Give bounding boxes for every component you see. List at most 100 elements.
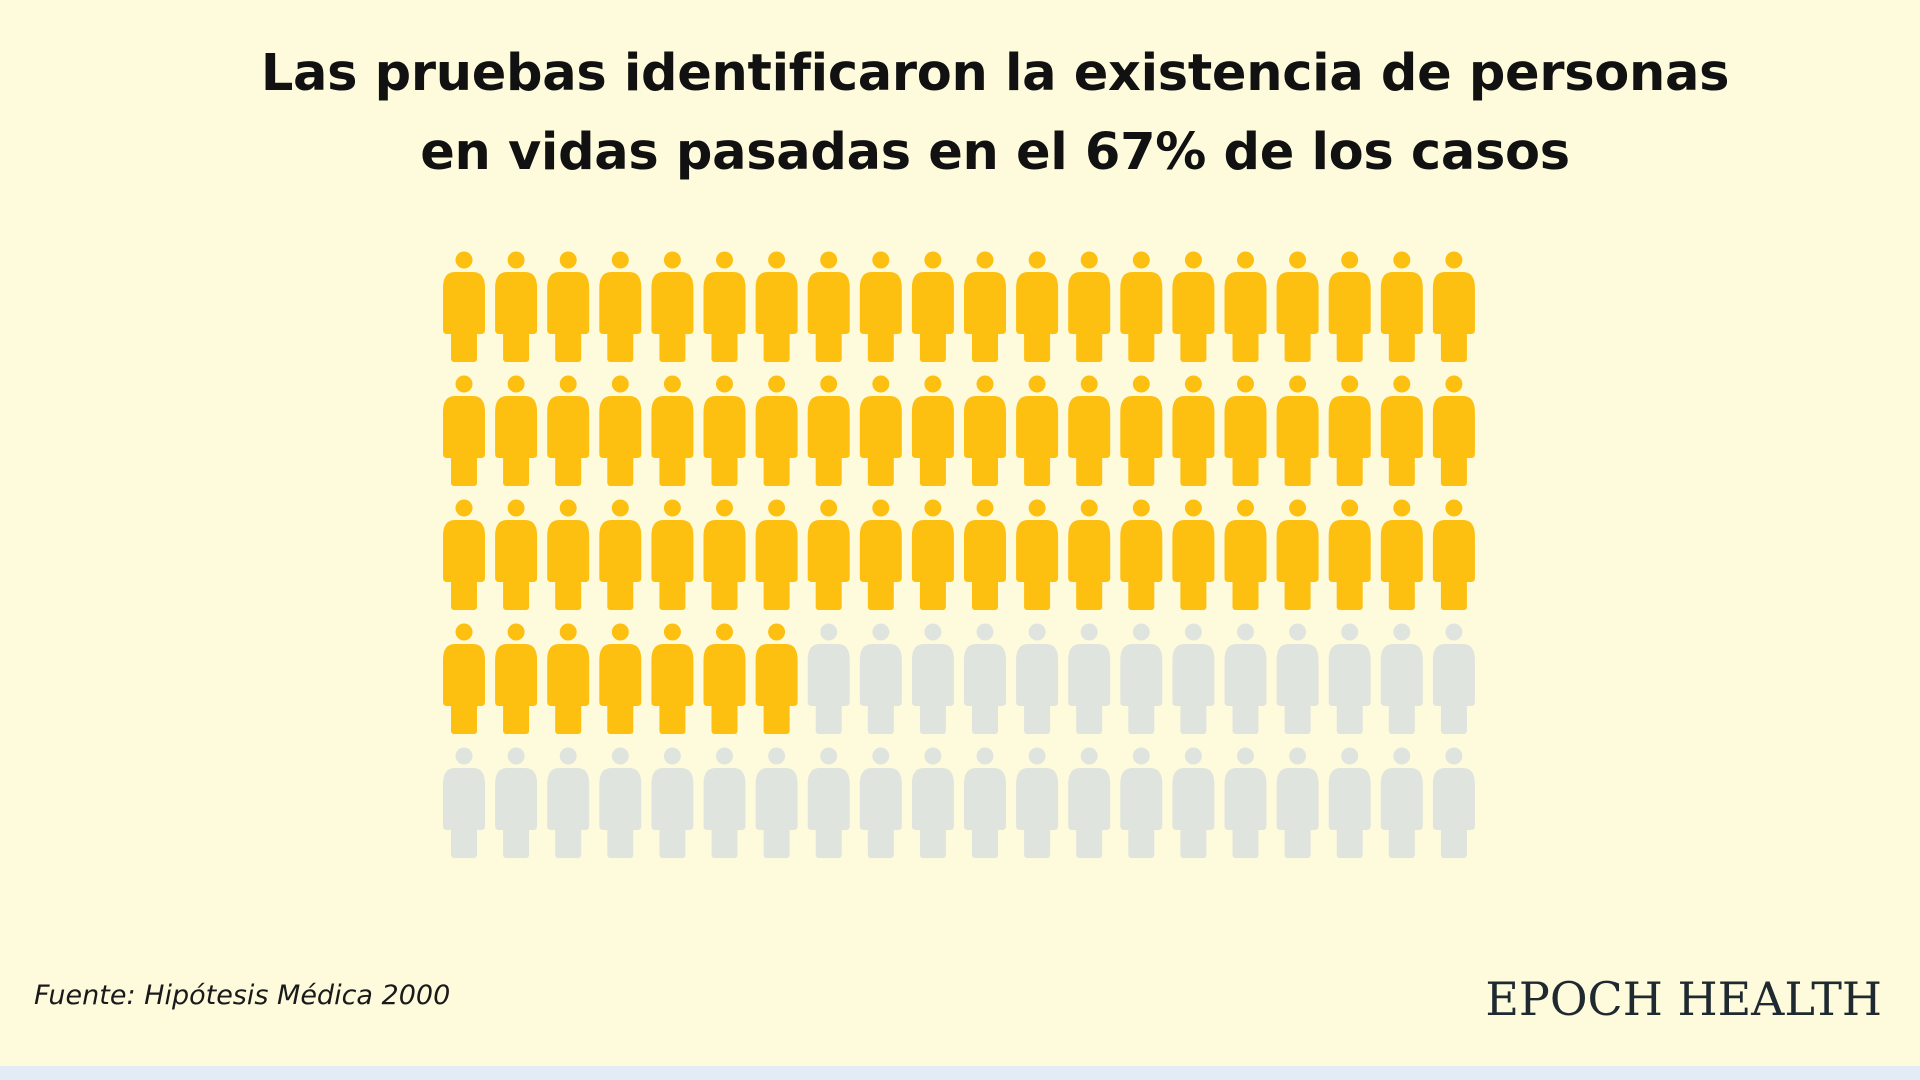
- person-icon-highlighted: [651, 375, 694, 486]
- person-icon-base: [1328, 623, 1371, 734]
- person-icon-base: [1276, 623, 1319, 734]
- person-icon-highlighted: [651, 623, 694, 734]
- person-icon-highlighted: [1172, 499, 1215, 610]
- person-icon-highlighted: [1068, 251, 1111, 362]
- person-icon-highlighted: [1380, 251, 1423, 362]
- person-icon-highlighted: [1328, 251, 1371, 362]
- person-icon-highlighted: [703, 623, 746, 734]
- person-icon-base: [1224, 747, 1267, 858]
- person-icon-highlighted: [599, 499, 642, 610]
- person-icon-highlighted: [651, 499, 694, 610]
- brand-logo: EPOCH HEALTH: [1485, 972, 1882, 1026]
- person-icon-highlighted: [495, 623, 538, 734]
- person-icon-base: [1380, 623, 1423, 734]
- person-icon-highlighted: [495, 499, 538, 610]
- person-icon-highlighted: [807, 375, 850, 486]
- person-icon-base: [859, 747, 902, 858]
- person-icon-highlighted: [964, 251, 1006, 362]
- person-icon-highlighted: [1016, 499, 1059, 610]
- person-icon-highlighted: [1380, 375, 1423, 486]
- person-icon-base: [547, 747, 590, 858]
- source-note: Fuente: Hipótesis Médica 2000: [34, 980, 451, 1011]
- person-icon-highlighted: [911, 499, 954, 610]
- person-icon-base: [1432, 623, 1475, 734]
- person-icon-highlighted: [755, 499, 798, 610]
- person-icon-base: [1068, 623, 1111, 734]
- person-icon-highlighted: [1068, 375, 1111, 486]
- person-icon-highlighted: [547, 499, 590, 610]
- person-icon-highlighted: [807, 251, 850, 362]
- person-icon-highlighted: [1380, 499, 1423, 610]
- person-icon-highlighted: [1016, 251, 1059, 362]
- person-icon-highlighted: [1276, 499, 1319, 610]
- person-icon-highlighted: [1432, 251, 1475, 362]
- person-icon-base: [1172, 623, 1215, 734]
- person-icon-base: [859, 623, 902, 734]
- person-icon-base: [964, 623, 1006, 734]
- bottom-strip: [0, 1066, 1920, 1080]
- person-icon-highlighted: [1120, 375, 1163, 486]
- person-icon-highlighted: [703, 251, 746, 362]
- person-icon-highlighted: [703, 375, 746, 486]
- person-icon-highlighted: [1172, 375, 1215, 486]
- person-icon-base: [807, 623, 850, 734]
- person-icon-highlighted: [755, 623, 798, 734]
- person-icon-base: [443, 747, 485, 858]
- person-icon-base: [1276, 747, 1319, 858]
- person-icon-highlighted: [1068, 499, 1111, 610]
- person-icon-highlighted: [911, 251, 954, 362]
- person-icon-highlighted: [1172, 251, 1215, 362]
- person-icon-highlighted: [495, 251, 538, 362]
- person-icon-highlighted: [1224, 375, 1267, 486]
- person-icon-highlighted: [1328, 375, 1371, 486]
- person-icon-base: [964, 747, 1006, 858]
- person-icon-highlighted: [703, 499, 746, 610]
- person-icon-highlighted: [1432, 499, 1475, 610]
- person-icon-highlighted: [443, 623, 485, 734]
- person-icon-highlighted: [443, 251, 485, 362]
- person-icon-base: [1328, 747, 1371, 858]
- person-icon-highlighted: [1276, 251, 1319, 362]
- person-icon-highlighted: [911, 375, 954, 486]
- person-icon-highlighted: [1328, 499, 1371, 610]
- chart-title-line-1: Las pruebas identificaron la existencia …: [260, 44, 1730, 103]
- person-icon-base: [599, 747, 642, 858]
- person-icon-highlighted: [547, 375, 590, 486]
- person-icon-highlighted: [443, 499, 485, 610]
- person-icon-highlighted: [859, 375, 902, 486]
- person-icon-highlighted: [859, 499, 902, 610]
- person-icon-highlighted: [964, 375, 1006, 486]
- person-icon-highlighted: [755, 251, 798, 362]
- person-icon-highlighted: [1016, 375, 1059, 486]
- person-icon-base: [1016, 623, 1059, 734]
- person-icon-highlighted: [547, 251, 590, 362]
- person-icon-base: [911, 623, 954, 734]
- person-icon-base: [651, 747, 694, 858]
- person-icon-base: [1120, 747, 1163, 858]
- person-icon-highlighted: [755, 375, 798, 486]
- person-icon-base: [807, 747, 850, 858]
- person-icon-highlighted: [1120, 251, 1163, 362]
- person-icon-base: [755, 747, 798, 858]
- person-icon-highlighted: [495, 375, 538, 486]
- person-icon-highlighted: [443, 375, 485, 486]
- person-icon-base: [703, 747, 746, 858]
- person-icon-base: [1016, 747, 1059, 858]
- chart-title: Las pruebas identificaron la existencia …: [0, 34, 1920, 192]
- person-icon-base: [1380, 747, 1423, 858]
- person-icon-highlighted: [599, 251, 642, 362]
- person-icon-highlighted: [964, 499, 1006, 610]
- person-icon-base: [1120, 623, 1163, 734]
- person-icon-base: [1224, 623, 1267, 734]
- person-icon-highlighted: [859, 251, 902, 362]
- person-icon-base: [911, 747, 954, 858]
- person-icon-highlighted: [1120, 499, 1163, 610]
- person-icon-base: [495, 747, 538, 858]
- person-icon-base: [1068, 747, 1111, 858]
- person-icon-highlighted: [1224, 499, 1267, 610]
- person-icon-highlighted: [651, 251, 694, 362]
- person-icon-base: [1432, 747, 1475, 858]
- person-icon-highlighted: [547, 623, 590, 734]
